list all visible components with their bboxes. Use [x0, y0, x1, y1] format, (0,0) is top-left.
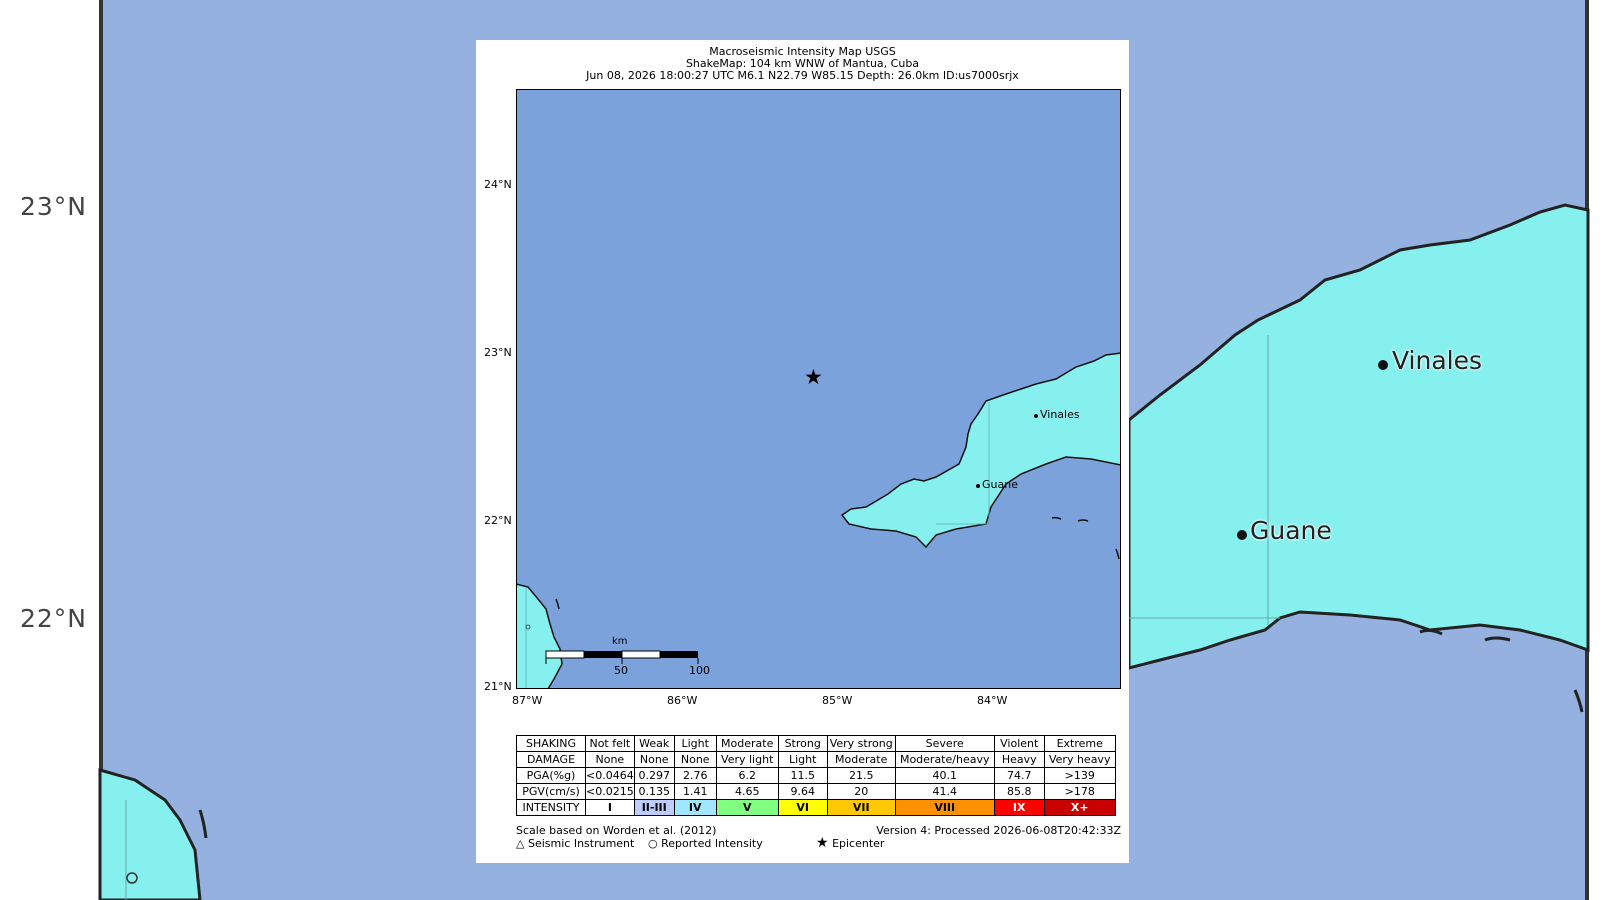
circle-icon: ○: [648, 837, 658, 850]
intensity-cell: IX: [993, 799, 1045, 816]
legend-cell: 4.65: [715, 783, 779, 800]
background-city-dot: [1237, 530, 1247, 540]
lon-tick: 85°W: [822, 694, 853, 707]
lon-tick: 87°W: [512, 694, 543, 707]
legend-cell: Very light: [715, 751, 779, 768]
city-dot: [976, 484, 980, 488]
triangle-icon: △: [516, 837, 525, 850]
city-label: Guane: [982, 478, 1018, 491]
lon-tick: 84°W: [977, 694, 1008, 707]
city-dot: [1034, 414, 1038, 418]
intensity-cell: VI: [777, 799, 828, 816]
background-lat-label: 22°N: [20, 604, 88, 633]
legend-cell: None: [585, 751, 635, 768]
legend-row-label: SHAKING: [516, 735, 586, 752]
city-label: Vinales: [1040, 408, 1080, 421]
reported-intensity-legend: ○ Reported Intensity: [648, 837, 763, 850]
legend-cell: >178: [1043, 783, 1116, 800]
intensity-cell: I: [585, 799, 635, 816]
legend-cell: <0.0215: [585, 783, 635, 800]
legend-cell: Moderate: [715, 735, 779, 752]
legend-row-damage: DAMAGE None None None Very light Light M…: [516, 751, 1116, 768]
reported-intensity-label: Reported Intensity: [661, 837, 763, 850]
star-icon: ★: [816, 835, 829, 851]
scale-bar-label: 100: [689, 664, 710, 677]
scale-note: Scale based on Worden et al. (2012): [516, 824, 717, 837]
yucatan-landmass: [516, 583, 563, 689]
legend-cell: Light: [673, 735, 717, 752]
legend-row-pga: PGA(%g) <0.0464 0.297 2.76 6.2 11.5 21.5…: [516, 767, 1116, 784]
background-lat-label: 23°N: [20, 192, 88, 221]
lat-tick: 24°N: [484, 178, 512, 191]
intensity-cell: VIII: [894, 799, 995, 816]
intensity-cell: X+: [1043, 799, 1116, 816]
map-subtitle: ShakeMap: 104 km WNW of Mantua, Cuba: [685, 57, 920, 70]
legend-row-label: PGV(cm/s): [516, 783, 586, 800]
legend-cell: Very strong: [826, 735, 896, 752]
legend-cell: 9.64: [777, 783, 828, 800]
background-city-label: Vinales: [1392, 346, 1483, 375]
legend-cell: Not felt: [585, 735, 635, 752]
legend-cell: 74.7: [993, 767, 1045, 784]
legend-cell: 85.8: [993, 783, 1045, 800]
legend-row-label: PGA(%g): [516, 767, 586, 784]
legend-row-label: INTENSITY: [516, 799, 586, 816]
background-city-label: Guane: [1250, 516, 1332, 545]
intensity-map: [516, 89, 1121, 689]
legend-cell: 0.297: [633, 767, 675, 784]
lon-tick: 86°W: [667, 694, 698, 707]
intensity-cell: II-III: [633, 799, 675, 816]
legend-cell: 40.1: [894, 767, 995, 784]
legend-cell: Severe: [894, 735, 995, 752]
legend-row-label: DAMAGE: [516, 751, 586, 768]
background-cuba-landmass: [1127, 203, 1590, 670]
legend-row-intensity: INTENSITY I II-III IV V VI VII VIII IX X…: [516, 799, 1116, 816]
legend-cell: >139: [1043, 767, 1116, 784]
epicenter-star-icon: ★: [804, 365, 823, 389]
legend-cell: 0.135: [633, 783, 675, 800]
epicenter-label: Epicenter: [832, 837, 885, 850]
event-details: Jun 08, 2026 18:00:27 UTC M6.1 N22.79 W8…: [586, 69, 1019, 82]
legend-cell: 20: [826, 783, 896, 800]
lat-tick: 23°N: [484, 346, 512, 359]
legend-cell: Heavy: [993, 751, 1045, 768]
legend-cell: Moderate: [826, 751, 896, 768]
intensity-cell: IV: [673, 799, 717, 816]
legend-cell: Light: [777, 751, 828, 768]
legend-cell: Violent: [993, 735, 1045, 752]
legend-cell: 2.76: [673, 767, 717, 784]
shakemap-panel: Macroseismic Intensity Map USGS ShakeMap…: [476, 40, 1129, 863]
legend-cell: None: [633, 751, 675, 768]
intensity-cell: V: [715, 799, 779, 816]
epicenter-legend: ★ Epicenter: [816, 835, 884, 851]
legend-cell: Moderate/heavy: [894, 751, 995, 768]
scale-bar-unit: km: [612, 636, 628, 647]
legend-cell: 1.41: [673, 783, 717, 800]
background-city-dot: [1378, 360, 1388, 370]
seismic-instrument-legend: △ Seismic Instrument: [516, 837, 634, 850]
legend-cell: 11.5: [777, 767, 828, 784]
scale-bar-label: 50: [614, 664, 628, 677]
legend-row-shaking: SHAKING Not felt Weak Light Moderate Str…: [516, 735, 1116, 752]
legend-cell: None: [673, 751, 717, 768]
intensity-legend: SHAKING Not felt Weak Light Moderate Str…: [516, 735, 1116, 816]
legend-cell: 6.2: [715, 767, 779, 784]
legend-cell: Weak: [633, 735, 675, 752]
version-note: Version 4: Processed 2026-06-08T20:42:33…: [876, 824, 1121, 837]
legend-cell: <0.0464: [585, 767, 635, 784]
intensity-cell: VII: [826, 799, 896, 816]
legend-cell: 41.4: [894, 783, 995, 800]
lat-tick: 22°N: [484, 514, 512, 527]
lat-tick: 21°N: [484, 680, 512, 693]
legend-cell: 21.5: [826, 767, 896, 784]
seismic-instrument-label: Seismic Instrument: [527, 837, 635, 850]
scale-bar: [545, 650, 699, 664]
legend-cell: Strong: [777, 735, 828, 752]
cuba-landmass: [840, 352, 1121, 549]
map-title: Macroseismic Intensity Map USGS: [709, 45, 896, 58]
legend-cell: Very heavy: [1043, 751, 1116, 768]
legend-row-pgv: PGV(cm/s) <0.0215 0.135 1.41 4.65 9.64 2…: [516, 783, 1116, 800]
background-southwest-landmass: [98, 768, 202, 900]
legend-cell: Extreme: [1043, 735, 1116, 752]
